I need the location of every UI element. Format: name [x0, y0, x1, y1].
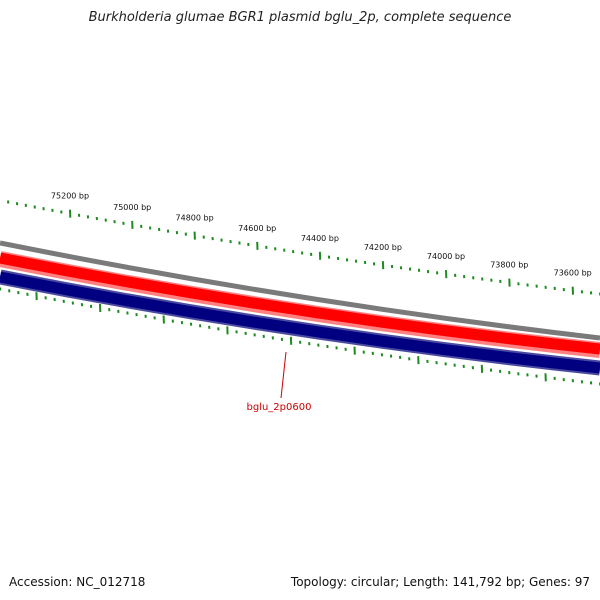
scale-label: 75200 bp	[51, 192, 89, 201]
accession-text: Accession: NC_012718	[9, 575, 146, 589]
scale-label: 74400 bp	[301, 234, 339, 243]
scale-label: 74600 bp	[238, 224, 276, 233]
map-title: Burkholderia glumae BGR1 plasmid bglu_2p…	[88, 10, 512, 25]
backbone-ring	[0, 240, 600, 341]
scale-label: 73600 bp	[554, 269, 592, 278]
inner-scale-ticks	[0, 287, 600, 386]
topology-summary: Topology: circular; Length: 141,792 bp; …	[290, 575, 590, 589]
outer-scale-ticks	[7, 200, 600, 296]
gene-label-leader	[280, 351, 287, 399]
reverse-strand-genes	[0, 271, 600, 374]
scale-label: 75000 bp	[113, 203, 151, 212]
gene-label: bglu_2p0600	[247, 402, 312, 413]
outer-scale-labels: 75200 bp 75000 bp 74800 bp 74600 bp 74400 bp…	[51, 192, 592, 278]
scale-label: 74800 bp	[176, 214, 214, 223]
scale-label: 74000 bp	[427, 252, 465, 261]
scale-label: 73800 bp	[490, 261, 528, 270]
scale-label: 74200 bp	[364, 243, 402, 252]
forward-strand-genes	[0, 252, 600, 355]
